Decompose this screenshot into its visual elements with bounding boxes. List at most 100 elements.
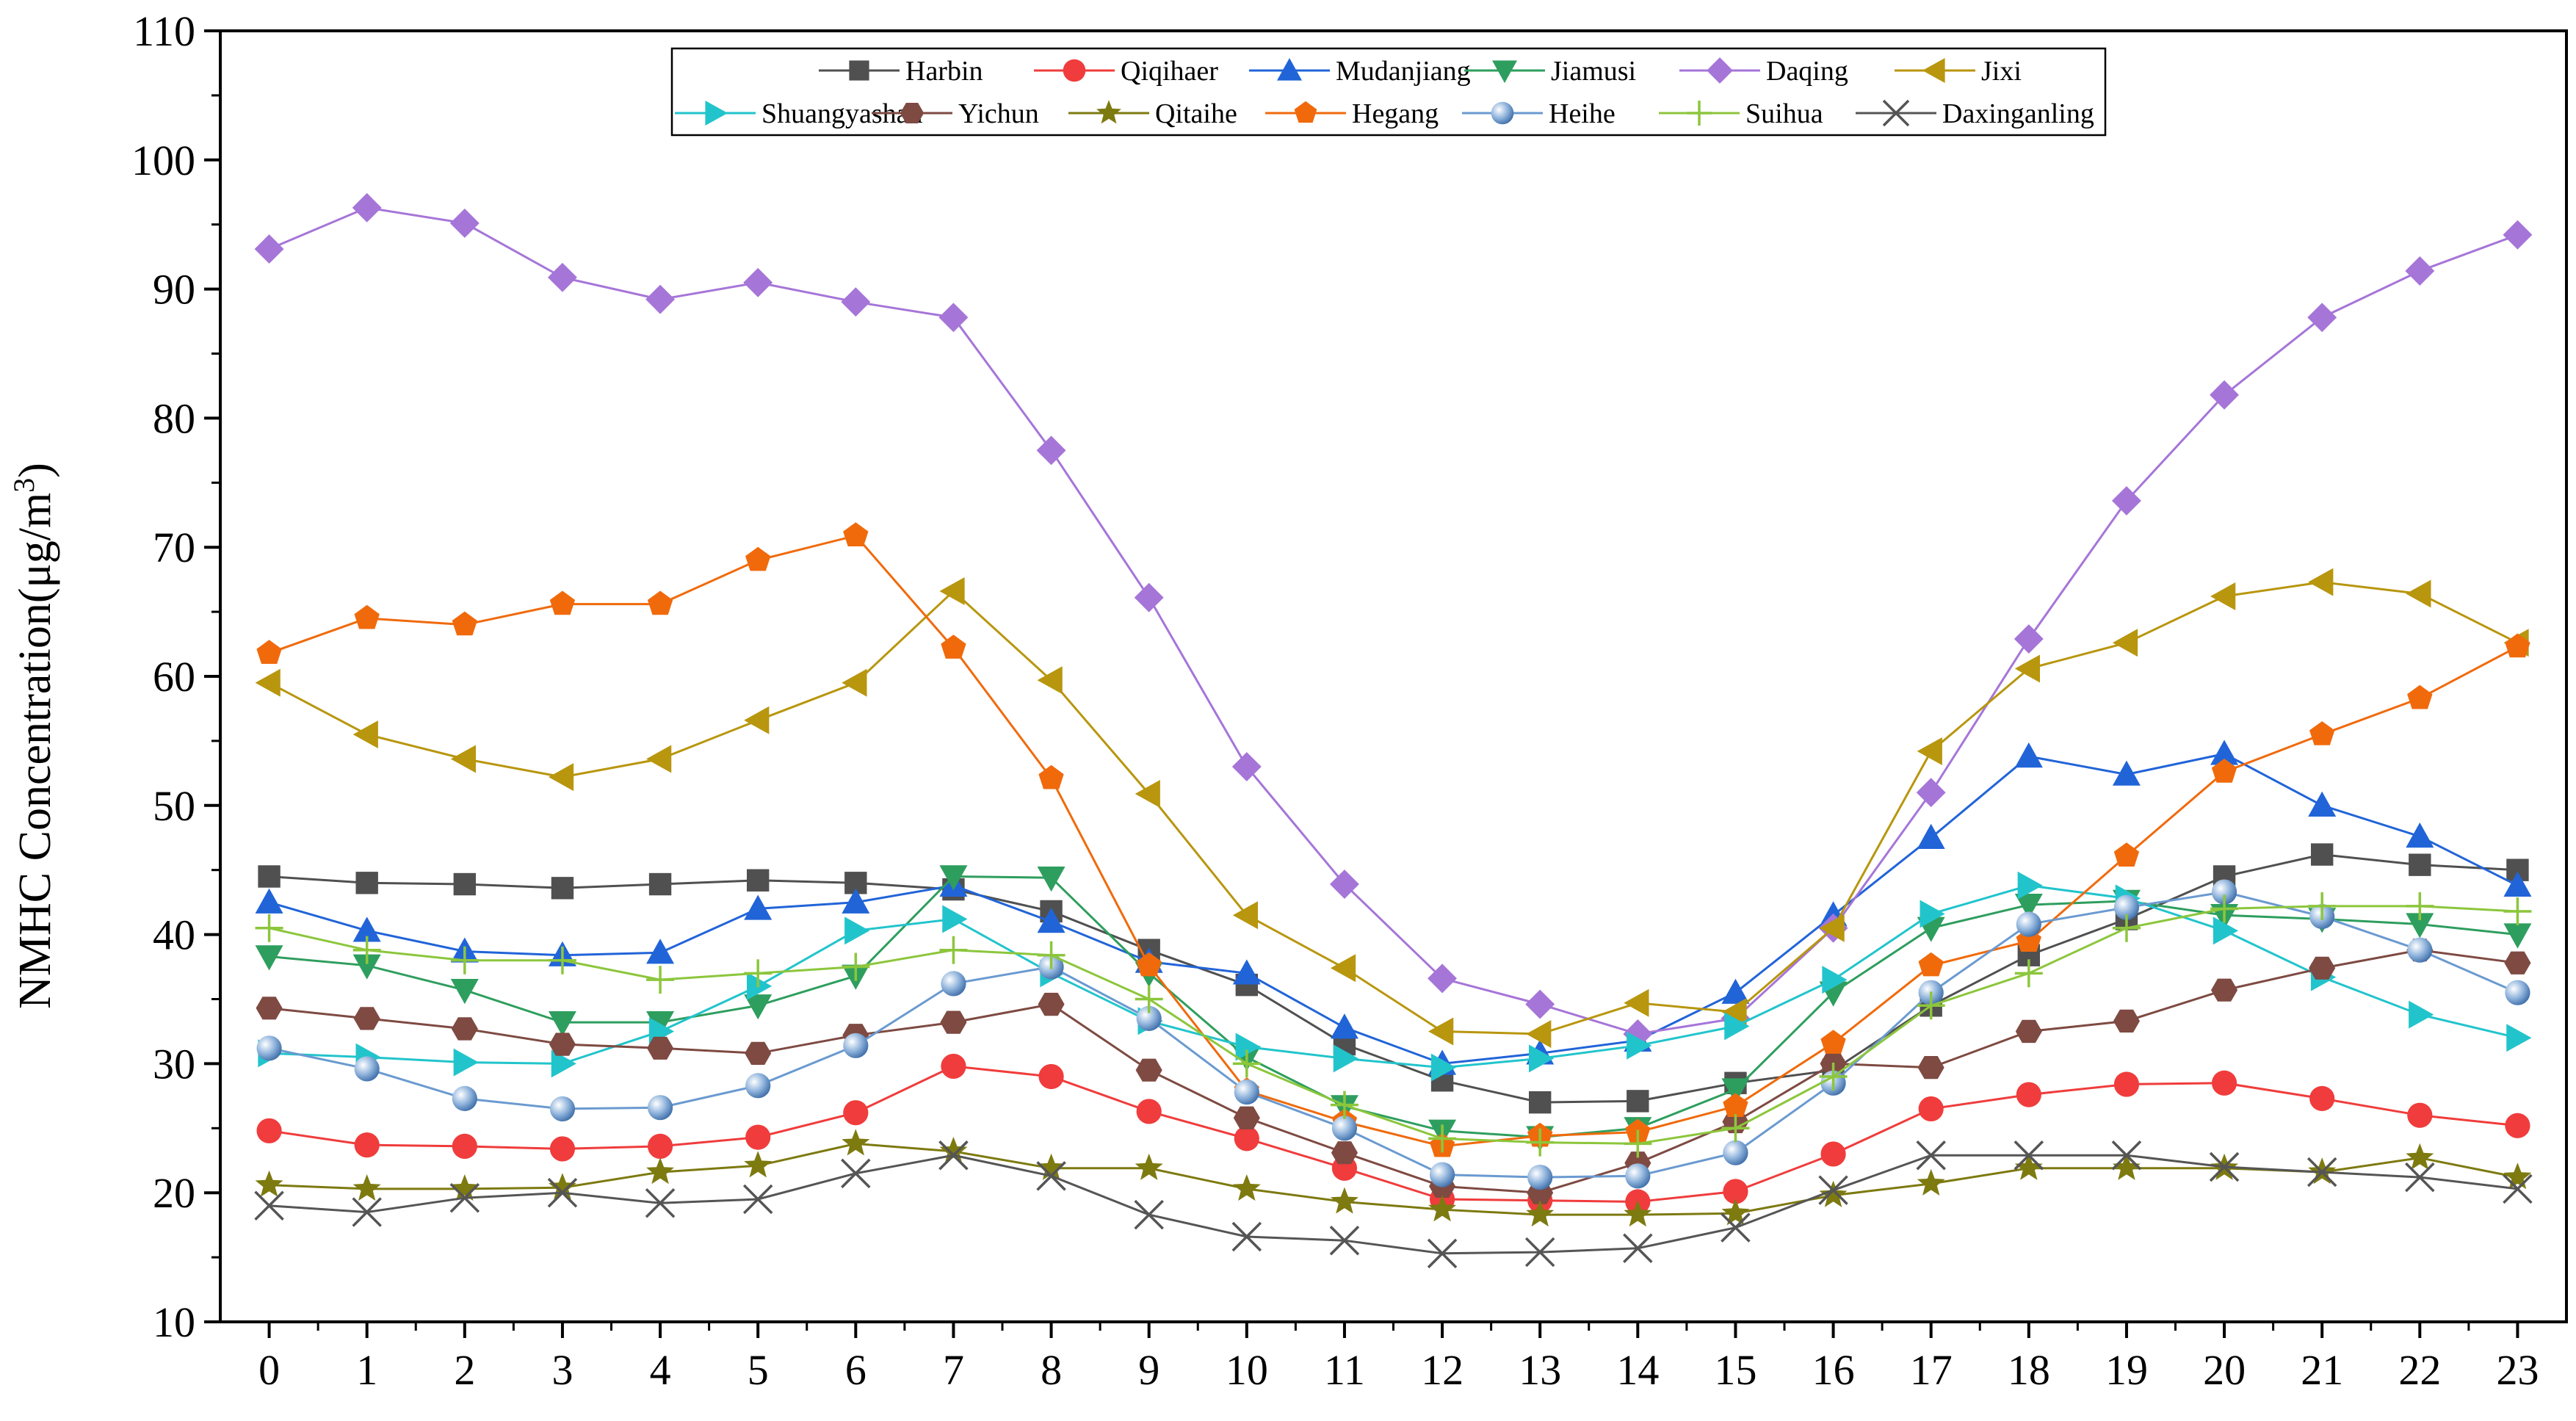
legend-label-daqing: Daqing: [1766, 56, 1848, 87]
data-point-jixi: [2406, 579, 2431, 608]
data-point-daxinganling: [645, 1188, 676, 1218]
y-axis-title-sup: 3: [7, 478, 40, 493]
data-point-harbin: [453, 872, 477, 896]
data-point-harbin: [2409, 853, 2431, 876]
legend-label-qiqihaer: Qiqihaer: [1121, 56, 1218, 87]
data-point-mudanjiang: [2112, 760, 2141, 786]
data-point-jiamusi: [548, 1010, 576, 1037]
data-point-suihua: [1526, 1128, 1555, 1157]
data-point-qitaihe: [1917, 1168, 1945, 1196]
data-point-qiqihaer: [354, 1132, 380, 1158]
x-tick-label: 9: [1138, 1346, 1159, 1394]
marker-stroke: [254, 1190, 284, 1221]
legend-marker-jiamusi: [1492, 60, 1517, 83]
data-point-hegang: [1820, 1030, 1846, 1054]
x-tick-label: 17: [1910, 1346, 1953, 1394]
legend-label-hegang: Hegang: [1352, 98, 1439, 129]
data-point-jixi: [2210, 582, 2236, 611]
y-tick-label: 70: [153, 524, 195, 571]
x-tick-label: 15: [1714, 1346, 1756, 1394]
legend-marker-jixi: [1922, 58, 1945, 83]
x-tick-label: 7: [943, 1346, 964, 1394]
data-point-daxinganling: [547, 1177, 578, 1208]
data-point-yichun: [1331, 1141, 1358, 1165]
data-point-qiqihaer: [1723, 1179, 1748, 1204]
marker-stroke: [2014, 1140, 2044, 1171]
data-point-mudanjiang: [744, 894, 773, 920]
series-shuangyashan: [258, 871, 2532, 1082]
data-point-mudanjiang: [646, 939, 675, 964]
legend-label-jixi: Jixi: [1981, 56, 2022, 87]
data-point-shuangyashan: [746, 972, 773, 1000]
data-point-daxinganling: [2014, 1140, 2044, 1171]
marker-stroke: [1329, 1226, 1360, 1256]
data-point-shuangyashan: [844, 916, 870, 945]
data-point-daqing: [841, 287, 871, 317]
legend: Harbin Qiqihaer Mudanjiang Jiamusi Daqing Jix…: [670, 47, 2107, 137]
data-point-qitaihe: [2014, 1153, 2043, 1180]
x-tick-label: 5: [748, 1346, 769, 1394]
data-point-hegang: [2309, 721, 2335, 745]
data-point-jixi: [548, 763, 574, 792]
data-point-daxinganling: [1231, 1221, 1262, 1252]
data-point-hegang: [1918, 952, 1944, 977]
data-point-heihe: [2113, 894, 2140, 920]
data-point-jiamusi: [1037, 867, 1066, 892]
data-point-daxinganling: [1916, 1140, 1946, 1171]
x-tick-label: 20: [2203, 1346, 2246, 1394]
data-point-heihe: [1429, 1162, 1455, 1187]
x-tick-label: 2: [454, 1346, 475, 1394]
series-yichun: [256, 939, 2531, 1204]
marker-stroke: [938, 1140, 969, 1171]
data-point-harbin: [1528, 1091, 1552, 1114]
data-point-yichun: [647, 1036, 674, 1060]
data-point-jixi: [2014, 654, 2041, 683]
data-point-yichun: [940, 1010, 967, 1034]
data-point-heihe: [1331, 1116, 1358, 1141]
data-point-daqing: [1329, 869, 1359, 899]
legend-item-heihe: Heihe: [1462, 98, 1616, 129]
legend-marker-mudanjiang: [1277, 58, 1302, 81]
legend-label-yichun: Yichun: [958, 98, 1039, 129]
data-point-suihua: [1037, 941, 1066, 969]
series-line-suihua: [269, 905, 2518, 1145]
data-point-shuangyashan: [2506, 1024, 2532, 1052]
data-point-yichun: [1917, 1056, 1944, 1080]
data-point-qitaihe: [1721, 1198, 1750, 1226]
y-tick-label: 30: [153, 1040, 195, 1088]
data-point-heihe: [256, 1035, 282, 1061]
series-daxinganling: [254, 1140, 2533, 1269]
marker-stroke: [1916, 1140, 1946, 1171]
data-point-suihua: [2210, 894, 2239, 923]
marker-stroke: [547, 1177, 578, 1208]
data-point-hegang: [647, 590, 673, 615]
marker-stroke: [742, 1184, 773, 1215]
data-point-suihua: [548, 946, 576, 975]
series-layer: [254, 192, 2533, 1269]
data-point-yichun: [1233, 1106, 1260, 1129]
data-point-yichun: [353, 1007, 380, 1030]
data-point-jixi: [1819, 914, 1845, 942]
data-point-heihe: [745, 1073, 771, 1099]
marker-stroke: [1427, 1238, 1458, 1269]
data-point-suihua: [1917, 991, 1945, 1020]
legend-marker-shuangyashan: [705, 101, 728, 126]
series-line-mudanjiang: [269, 752, 2519, 1065]
data-point-mudanjiang: [2210, 740, 2239, 765]
marker-stroke: [2209, 1151, 2240, 1182]
data-point-daxinganling: [841, 1158, 871, 1189]
data-point-mudanjiang: [1721, 978, 1750, 1004]
data-point-jixi: [744, 706, 770, 734]
x-tick-label: 12: [1421, 1346, 1464, 1394]
data-point-daxinganling: [938, 1140, 969, 1171]
data-point-qitaihe: [744, 1151, 773, 1178]
data-point-hegang: [941, 634, 966, 659]
marker-stroke: [2307, 1157, 2337, 1187]
data-point-daqing: [2503, 220, 2533, 250]
data-point-jixi: [1232, 901, 1259, 930]
x-tick-label: 22: [2398, 1346, 2441, 1394]
data-point-suihua: [1330, 1091, 1358, 1119]
x-tick-label: 21: [2301, 1346, 2343, 1394]
series-heihe: [256, 879, 2530, 1190]
